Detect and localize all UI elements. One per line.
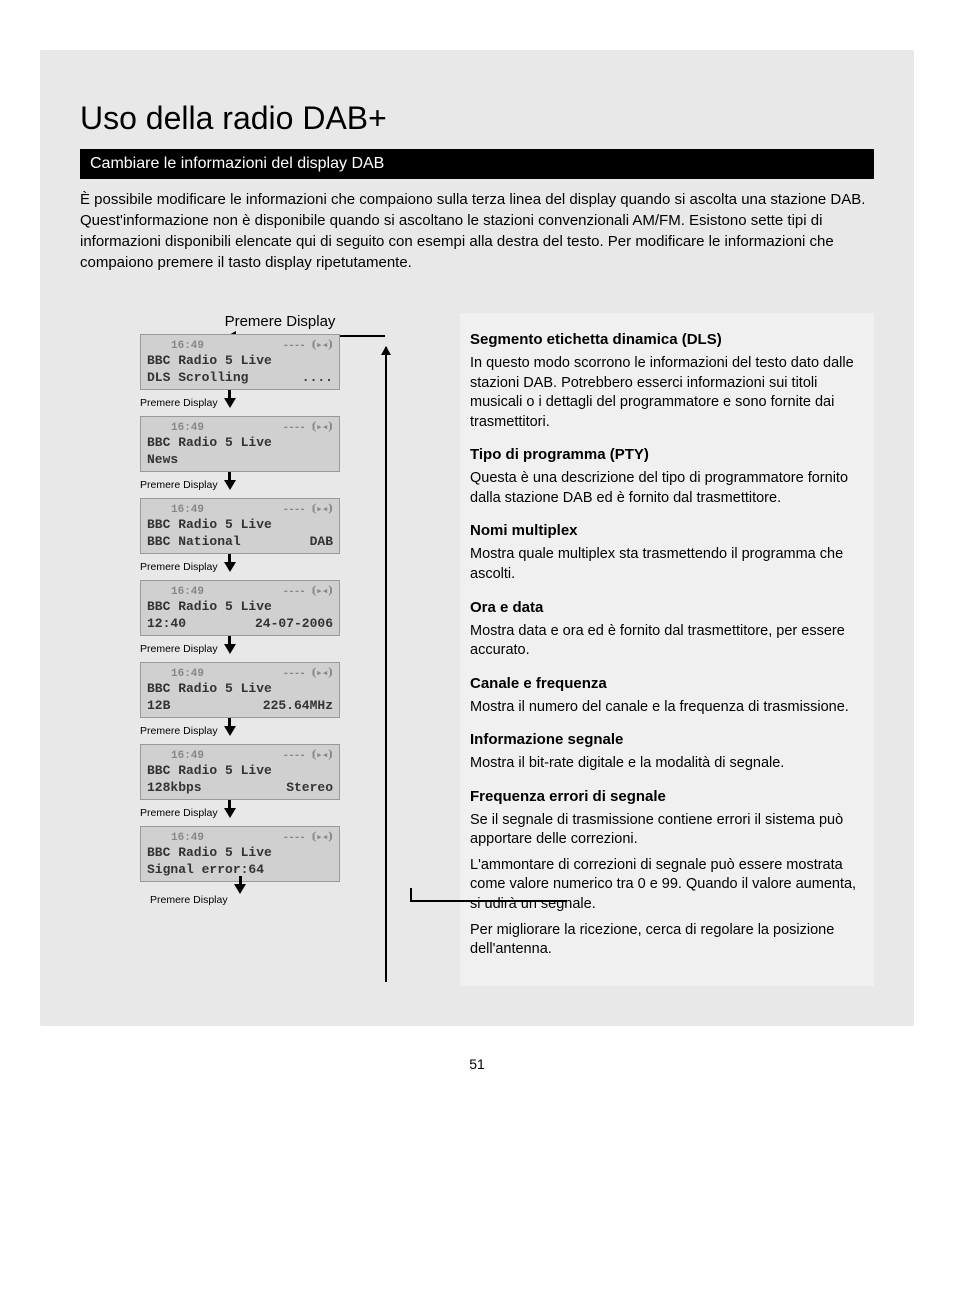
arrow-down-icon	[224, 562, 236, 572]
lcd-screen: 16:49---- ⦗▸◂⦘BBC Radio 5 LiveDLS Scroll…	[140, 334, 340, 390]
section-heading: Frequenza errori di segnale	[470, 788, 864, 805]
between-step: Premere Display	[140, 474, 420, 496]
arrow-down-icon	[224, 644, 236, 654]
section-paragraph: Mostra il numero del canale e la frequen…	[470, 698, 864, 718]
lcd-screen: 16:49---- ⦗▸◂⦘BBC Radio 5 LiveSignal err…	[140, 826, 340, 882]
lcd-screen: 16:49---- ⦗▸◂⦘BBC Radio 5 Live12B225.64M…	[140, 662, 340, 718]
between-step: Premere Display	[140, 556, 420, 578]
page-number: 51	[40, 1056, 914, 1072]
section-heading: Nomi multiplex	[470, 522, 864, 539]
loop-arrow-bottom	[410, 900, 567, 902]
lcd-screen: 16:49---- ⦗▸◂⦘BBC Radio 5 LiveBBC Nation…	[140, 498, 340, 554]
section-paragraph: In questo modo scorrono le informazioni …	[470, 354, 864, 432]
section-heading: Ora e data	[470, 599, 864, 616]
between-step: Premere Display	[140, 802, 420, 824]
lcd-screen: 16:49---- ⦗▸◂⦘BBC Radio 5 Live12:4024-07…	[140, 580, 340, 636]
diagram-bottom-label: Premere Display	[150, 894, 420, 906]
section-heading: Canale e frequenza	[470, 675, 864, 692]
info-sections: Segmento etichetta dinamica (DLS) In ques…	[460, 313, 874, 986]
intro-paragraph: È possibile modificare le informazioni c…	[80, 189, 874, 273]
diagram-top-label: Premere Display	[140, 313, 420, 330]
section-heading: Informazione segnale	[470, 731, 864, 748]
section-heading: Segmento etichetta dinamica (DLS)	[470, 331, 864, 348]
arrow-down-icon	[234, 884, 246, 894]
lcd-screen: 16:49---- ⦗▸◂⦘BBC Radio 5 LiveNews	[140, 416, 340, 472]
lcd-screen: 16:49---- ⦗▸◂⦘BBC Radio 5 Live128kbpsSte…	[140, 744, 340, 800]
section-paragraph: Mostra il bit-rate digitale e la modalit…	[470, 754, 864, 774]
diagram-column: Premere Display 16:49---- ⦗▸◂⦘BBC Radio …	[80, 313, 420, 986]
section-paragraph: L'ammontare di correzioni di segnale può…	[470, 856, 864, 915]
arrow-down-icon	[224, 726, 236, 736]
section-paragraph: Per migliorare la ricezione, cerca di re…	[470, 921, 864, 960]
section-paragraph: Questa è una descrizione del tipo di pro…	[470, 469, 864, 508]
arrow-down-icon	[224, 480, 236, 490]
between-step: Premere Display	[140, 638, 420, 660]
page-title: Uso della radio DAB+	[80, 100, 874, 137]
section-paragraph: Mostra data e ora ed è fornito dal trasm…	[470, 622, 864, 661]
section-heading: Tipo di programma (PTY)	[470, 446, 864, 463]
loop-right-rail	[385, 347, 387, 982]
arrow-down-icon	[224, 808, 236, 818]
between-step: Premere Display	[140, 720, 420, 742]
arrow-down-icon	[224, 398, 236, 408]
section-paragraph: Mostra quale multiplex sta trasmettendo …	[470, 545, 864, 584]
section-paragraph: Se il segnale di trasmissione contiene e…	[470, 811, 864, 850]
between-step: Premere Display	[140, 392, 420, 414]
section-heading-bar: Cambiare le informazioni del display DAB	[80, 149, 874, 179]
